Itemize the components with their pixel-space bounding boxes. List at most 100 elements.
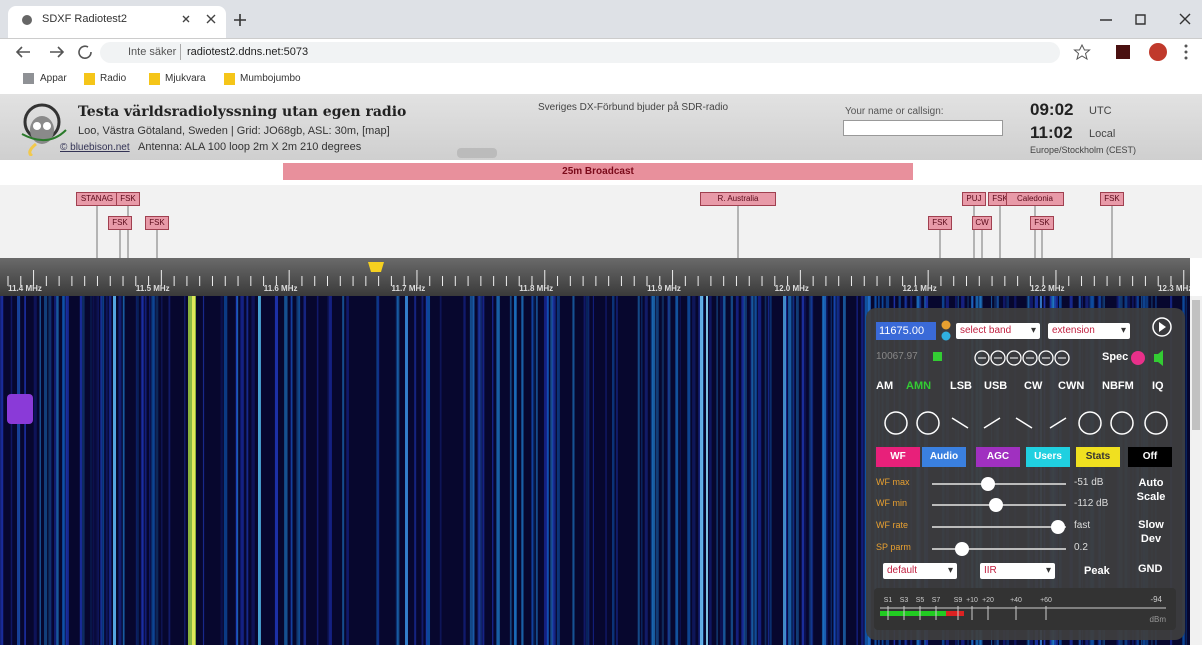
station-label[interactable]: FSK: [1030, 216, 1055, 230]
slider-knob[interactable]: [955, 542, 969, 556]
credit-link[interactable]: © bluebison.net: [60, 142, 130, 153]
waterfall-signal: [536, 296, 538, 645]
slider-track: [932, 548, 1066, 550]
waterfall-signal: [0, 296, 3, 645]
bookmark[interactable]: Appar: [40, 73, 67, 84]
left-panel-toggle[interactable]: [7, 394, 33, 424]
slider-knob[interactable]: [989, 498, 1003, 512]
nav-button[interactable]: [1016, 418, 1032, 428]
s-meter-unit: dBm: [1150, 615, 1167, 624]
waterfall-signal: [97, 296, 98, 645]
mode-button[interactable]: CWN: [1058, 380, 1084, 392]
slider-label: WF rate: [876, 520, 908, 530]
waterfall-signal: [584, 296, 586, 645]
slider-knob[interactable]: [1051, 520, 1065, 534]
slider-knob[interactable]: [981, 477, 995, 491]
slider-track: [932, 483, 1066, 485]
mode-button[interactable]: NBFM: [1102, 380, 1134, 392]
waterfall-signal: [118, 296, 121, 645]
waterfall-signal: [142, 296, 144, 645]
waterfall-signal: [470, 296, 473, 645]
waterfall-signal: [48, 296, 51, 645]
s-meter-label: S7: [932, 597, 941, 604]
bookmark[interactable]: Mjukvara: [165, 73, 206, 84]
waterfall-signal: [90, 296, 91, 645]
nav-button[interactable]: [917, 412, 939, 434]
waterfall-signal: [136, 296, 137, 645]
waterfall-signal: [342, 296, 344, 645]
waterfall-signal: [823, 296, 826, 645]
waterfall-signal: [56, 296, 58, 645]
tab-button[interactable]: Audio: [922, 447, 966, 467]
waterfall-signal: [741, 296, 744, 645]
tab-button[interactable]: Users: [1026, 447, 1070, 467]
s-meter-label: S1: [884, 597, 893, 604]
waterfall-signal: [687, 296, 690, 645]
station-label[interactable]: FSK: [108, 216, 133, 230]
callsign-input[interactable]: [843, 120, 1003, 136]
station-label[interactable]: PUJ: [962, 192, 987, 206]
nav-button[interactable]: [984, 418, 1000, 428]
mode-button[interactable]: CW: [1024, 380, 1042, 392]
mode-button[interactable]: AMN: [906, 380, 931, 392]
waterfall-signal: [605, 296, 606, 645]
waterfall-signal: [481, 296, 484, 645]
station-label[interactable]: Caledonia: [1006, 192, 1064, 206]
station-label[interactable]: FSK: [145, 216, 170, 230]
waterfall-signal: [151, 296, 154, 645]
nav-button[interactable]: [885, 412, 907, 434]
waterfall-signal: [284, 296, 287, 645]
nav-button[interactable]: [1050, 418, 1066, 428]
station-label[interactable]: STANAG: [76, 192, 118, 206]
waterfall-signal: [843, 296, 846, 645]
tab-button[interactable]: AGC: [976, 447, 1020, 467]
tab-button[interactable]: Stats: [1076, 447, 1120, 467]
control-panel: 11675.00 select band extension 10067.97 …: [866, 308, 1185, 640]
s-meter-label: +40: [1010, 597, 1022, 604]
waterfall-signal: [240, 296, 241, 645]
mode-button[interactable]: IQ: [1152, 380, 1164, 392]
s-meter-label: S5: [916, 597, 925, 604]
nav-button[interactable]: [1145, 412, 1167, 434]
station-label[interactable]: CW: [972, 216, 991, 230]
waterfall-signal: [304, 296, 307, 645]
waterfall-signal: [224, 296, 227, 645]
waterfall-signal: [861, 296, 863, 645]
mode-button[interactable]: AM: [876, 380, 893, 392]
tab-button[interactable]: WF: [876, 447, 920, 467]
station-label[interactable]: R. Australia: [700, 192, 775, 206]
tab-button[interactable]: Off: [1128, 447, 1172, 467]
bookmark[interactable]: Mumbojumbo: [240, 73, 301, 84]
separator: [180, 44, 181, 60]
scrollbar-thumb[interactable]: [1192, 300, 1200, 430]
station-label[interactable]: FSK: [1100, 192, 1125, 206]
expand-toggle[interactable]: [457, 148, 497, 158]
slider-label: WF min: [876, 498, 907, 508]
waterfall-signal: [736, 296, 739, 645]
slider-value: -51 dB: [1074, 477, 1103, 488]
waterfall-signal: [770, 296, 772, 645]
waterfall-signal: [82, 296, 85, 645]
waterfall-signal: [145, 296, 146, 645]
waterfall-signal: [717, 296, 718, 645]
bookmark[interactable]: Radio: [100, 73, 126, 84]
mode-button[interactable]: LSB: [950, 380, 972, 392]
station-label[interactable]: FSK: [116, 192, 141, 206]
nav-button[interactable]: [952, 418, 968, 428]
waterfall-signal: [275, 296, 278, 645]
nav-button[interactable]: [1111, 412, 1133, 434]
station-label[interactable]: FSK: [928, 216, 953, 230]
scale-label: 11.8 MHz: [519, 284, 553, 293]
waterfall-signal: [92, 296, 94, 645]
waterfall-signal: [236, 296, 238, 645]
s-meter-label: S9: [954, 597, 963, 604]
waterfall-signal: [709, 296, 712, 645]
band-bar[interactable]: 25m Broadcast: [283, 163, 913, 180]
waterfall-signal: [472, 296, 474, 645]
frequency-scale: [0, 258, 1190, 296]
waterfall-signal: [161, 296, 162, 645]
mode-button[interactable]: USB: [984, 380, 1007, 392]
nav-button[interactable]: [1079, 412, 1101, 434]
scale-label: 11.6 MHz: [264, 284, 298, 293]
callsign-label: Your name or callsign:: [845, 106, 944, 117]
